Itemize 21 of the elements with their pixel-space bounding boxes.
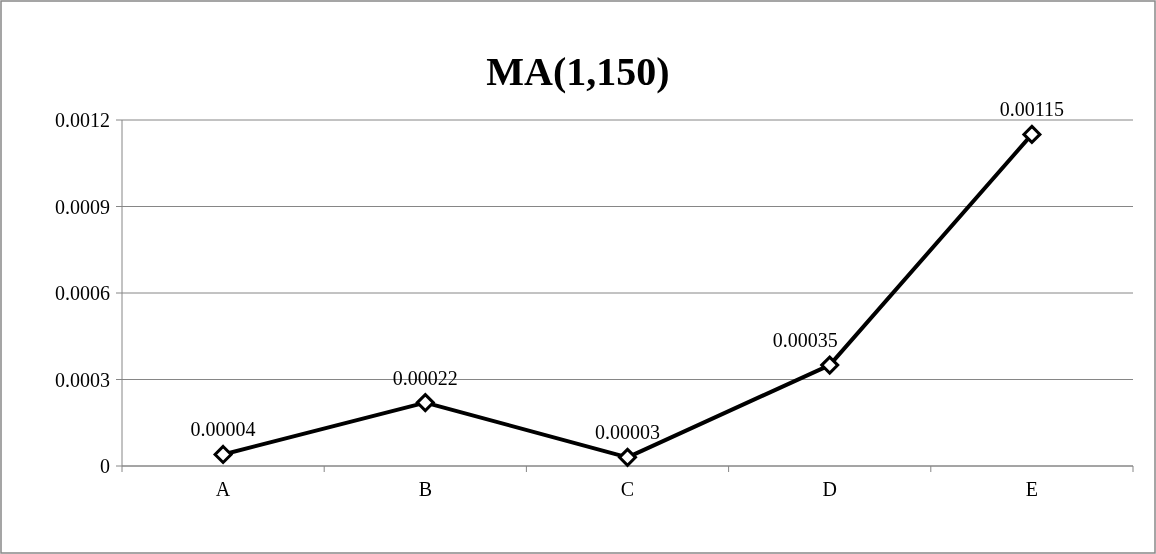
y-tick-label: 0.0003 [55, 368, 110, 391]
point [618, 447, 637, 467]
y-tick-label: 0.0012 [55, 109, 110, 131]
data-label: 0.00035 [772, 329, 838, 352]
x-tick-label: E [1025, 478, 1039, 500]
chart-title: MA(1,150) [486, 49, 670, 94]
point [415, 393, 435, 413]
y-tick-label: 0.0009 [55, 195, 110, 218]
data-label: 0.00004 [190, 418, 256, 441]
data-label: 0.00115 [999, 98, 1065, 121]
data-label: 0.00022 [392, 366, 458, 389]
point [1022, 124, 1042, 144]
x-tick-label: D [822, 478, 837, 500]
y-tick-label: 0.0006 [55, 282, 110, 304]
data-label: 0.00003 [595, 421, 660, 444]
x-tick-label: B [418, 478, 432, 500]
y-tick-label: 0 [100, 455, 110, 477]
point [213, 444, 233, 464]
x-tick-label: A [215, 478, 231, 500]
point [820, 355, 840, 375]
x-tick-label: C [620, 478, 635, 500]
